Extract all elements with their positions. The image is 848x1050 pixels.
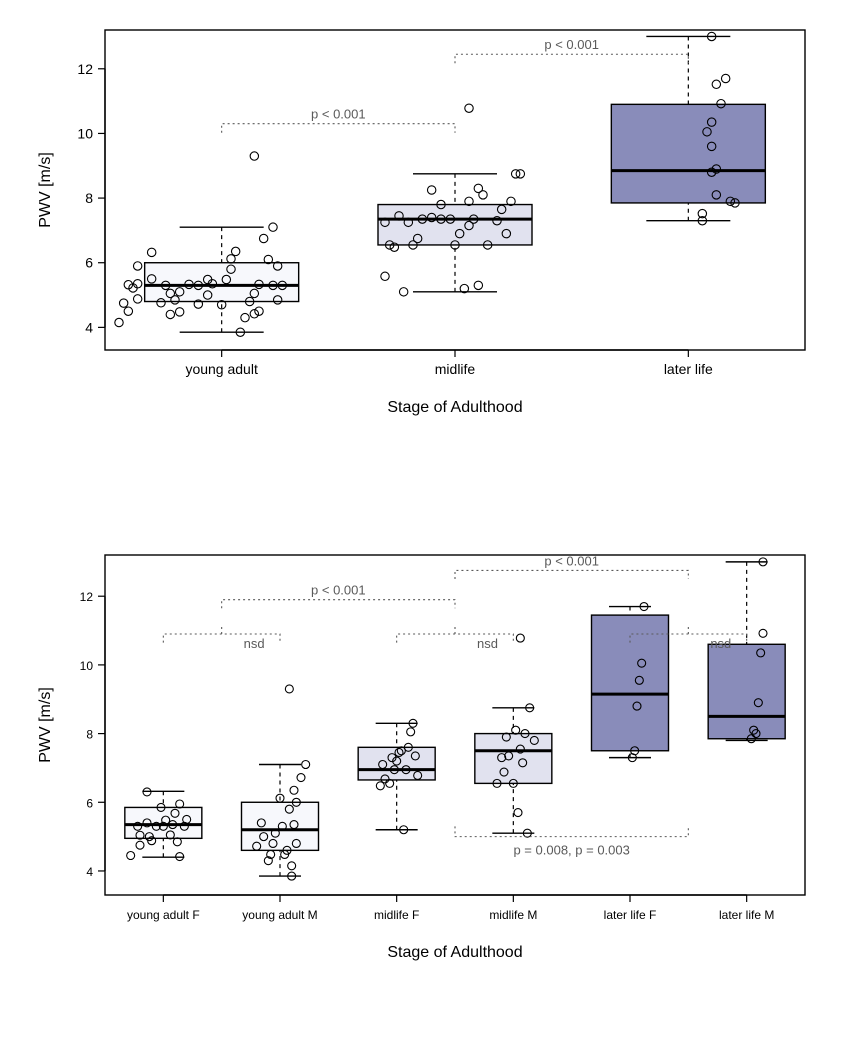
box <box>708 644 785 738</box>
data-point <box>133 262 141 270</box>
nsd-label: nsd <box>710 636 731 651</box>
x-tick-label: midlife <box>435 361 476 377</box>
x-tick-label: midlife M <box>489 908 537 922</box>
data-point <box>127 852 135 860</box>
nsd-label: nsd <box>477 636 498 651</box>
data-point <box>465 104 473 112</box>
x-tick-label: midlife F <box>374 908 419 922</box>
nsd-label: nsd <box>244 636 265 651</box>
x-tick-label: later life M <box>719 908 774 922</box>
data-point <box>302 760 310 768</box>
y-tick-label: 12 <box>77 61 93 77</box>
data-point <box>516 634 524 642</box>
x-tick-label: later life <box>664 361 713 377</box>
data-point <box>269 223 277 231</box>
data-point <box>119 299 127 307</box>
p-value-label: p < 0.001 <box>311 583 366 598</box>
p-value-label: p < 0.001 <box>311 107 366 122</box>
data-point <box>474 281 482 289</box>
data-point <box>407 728 415 736</box>
box <box>378 205 532 245</box>
y-tick-label: 4 <box>86 865 93 879</box>
data-point <box>231 247 239 255</box>
y-tick-label: 10 <box>77 125 93 141</box>
data-point <box>427 186 435 194</box>
y-tick-label: 8 <box>86 728 93 742</box>
box <box>475 734 552 784</box>
y-tick-label: 6 <box>86 796 93 810</box>
data-point <box>514 809 522 817</box>
data-point <box>227 255 235 263</box>
y-tick-label: 12 <box>80 590 94 604</box>
data-point <box>399 288 407 296</box>
data-point <box>136 841 144 849</box>
p-value-label: p = 0.008, p = 0.003 <box>513 843 629 858</box>
y-tick-label: 8 <box>85 190 93 206</box>
y-tick-label: 6 <box>85 255 93 271</box>
x-tick-label: young adult M <box>242 908 317 922</box>
boxplot-panel-top: 4 6 8 10 12 PWV [m/s] young adult midlife later … <box>0 0 848 490</box>
data-point <box>381 272 389 280</box>
data-point <box>285 685 293 693</box>
x-tick-label: young adult F <box>127 908 200 922</box>
data-point <box>479 191 487 199</box>
x-axis-label: Stage of Adulthood <box>387 944 522 961</box>
data-point <box>241 313 249 321</box>
data-point <box>721 74 729 82</box>
data-point <box>124 307 132 315</box>
data-point <box>759 629 767 637</box>
data-point <box>115 318 123 326</box>
y-tick-label: 4 <box>85 319 93 335</box>
x-axis-label: Stage of Adulthood <box>387 399 522 416</box>
data-point <box>250 152 258 160</box>
data-point <box>133 295 141 303</box>
data-point <box>166 310 174 318</box>
data-point <box>259 234 267 242</box>
box <box>592 615 669 751</box>
y-axis-label: PWV [m/s] <box>37 152 54 228</box>
y-tick-label: 10 <box>80 659 94 673</box>
data-point <box>288 862 296 870</box>
box <box>611 104 765 203</box>
boxplot-panel-bottom: 4 6 8 10 12 PWV [m/s] young adult F young adult… <box>0 525 848 1035</box>
data-point <box>712 80 720 88</box>
box <box>242 802 319 850</box>
figure: 4 6 8 10 12 PWV [m/s] young adult midlife later … <box>0 0 848 1050</box>
p-value-label: p < 0.001 <box>544 37 599 52</box>
data-point <box>297 774 305 782</box>
data-point <box>175 308 183 316</box>
x-tick-label: young adult <box>185 361 258 377</box>
x-tick-label: later life F <box>604 908 657 922</box>
y-axis-label: PWV [m/s] <box>37 687 54 763</box>
data-point <box>147 248 155 256</box>
box <box>358 747 435 780</box>
data-point <box>290 786 298 794</box>
p-value-label: p < 0.001 <box>544 553 599 568</box>
